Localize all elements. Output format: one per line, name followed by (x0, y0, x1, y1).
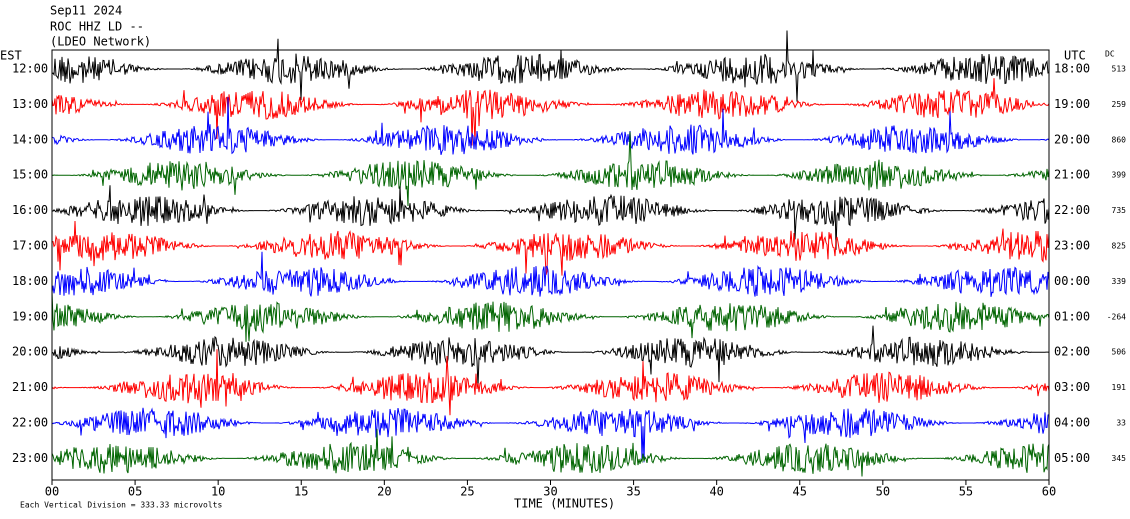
utc-label: 03:00 (1054, 380, 1090, 394)
dc-value: 339 (1112, 277, 1127, 286)
dc-value: 513 (1112, 65, 1127, 74)
utc-label: 21:00 (1054, 168, 1090, 182)
x-tick-label: 15 (294, 485, 308, 499)
utc-label: 22:00 (1054, 203, 1090, 217)
dc-value: 345 (1112, 454, 1127, 463)
est-label: 14:00 (12, 132, 48, 146)
est-label: 20:00 (12, 345, 48, 359)
x-tick-label: 00 (45, 485, 59, 499)
dc-value: -264 (1107, 312, 1126, 321)
x-tick-label: 60 (1042, 485, 1056, 499)
footer: Each Vertical Division = 333.33 microvol… (20, 501, 222, 510)
x-tick-label: 05 (128, 485, 142, 499)
trace (51, 290, 1050, 342)
station: ROC HHZ LD -- (50, 20, 144, 34)
x-tick-label: 55 (959, 485, 973, 499)
est-label: 18:00 (12, 274, 48, 288)
left-axis-title: EST (0, 49, 22, 63)
est-label: 23:00 (12, 451, 48, 465)
dc-value: 825 (1112, 242, 1127, 251)
est-label: 16:00 (12, 203, 48, 217)
date: Sep11 2024 (50, 4, 122, 18)
trace (51, 131, 1050, 207)
dc-value: 399 (1112, 171, 1127, 180)
x-tick-label: 50 (876, 485, 890, 499)
trace (51, 97, 1050, 155)
utc-label: 00:00 (1054, 274, 1090, 288)
dc-title: DC (1105, 50, 1115, 59)
utc-label: 23:00 (1054, 239, 1090, 253)
dc-value: 33 (1116, 419, 1126, 428)
est-label: 19:00 (12, 309, 48, 323)
utc-label: 05:00 (1054, 451, 1090, 465)
est-label: 21:00 (12, 380, 48, 394)
dc-value: 191 (1112, 383, 1127, 392)
x-tick-label: 20 (377, 485, 391, 499)
trace (51, 407, 1050, 463)
dc-value: 506 (1112, 348, 1127, 357)
x-tick-label: 45 (793, 485, 807, 499)
utc-label: 19:00 (1054, 97, 1090, 111)
trace (51, 251, 1050, 297)
dc-value: 735 (1112, 206, 1127, 215)
est-label: 13:00 (12, 97, 48, 111)
trace (51, 325, 1050, 387)
trace (51, 78, 1050, 146)
trace (51, 185, 1050, 250)
x-tick-label: 10 (211, 485, 225, 499)
est-label: 17:00 (12, 239, 48, 253)
x-tick-label: 35 (626, 485, 640, 499)
est-label: 12:00 (12, 62, 48, 76)
network: (LDEO Network) (50, 35, 151, 49)
x-axis-title: TIME (MINUTES) (514, 497, 615, 511)
right-axis-title: UTC (1064, 49, 1086, 63)
est-label: 22:00 (12, 416, 48, 430)
trace (51, 30, 1050, 102)
utc-label: 01:00 (1054, 309, 1090, 323)
utc-label: 18:00 (1054, 62, 1090, 76)
x-tick-label: 25 (460, 485, 474, 499)
utc-label: 04:00 (1054, 416, 1090, 430)
dc-value: 860 (1112, 135, 1127, 144)
trace (51, 220, 1050, 276)
utc-label: 20:00 (1054, 132, 1090, 146)
trace (51, 428, 1050, 477)
trace (51, 349, 1050, 416)
est-label: 15:00 (12, 168, 48, 182)
utc-label: 02:00 (1054, 345, 1090, 359)
plot-frame (51, 49, 1050, 481)
x-tick-label: 40 (709, 485, 723, 499)
traces (51, 30, 1050, 477)
dc-value: 259 (1112, 100, 1127, 109)
x-tick-label: 30 (543, 485, 557, 499)
